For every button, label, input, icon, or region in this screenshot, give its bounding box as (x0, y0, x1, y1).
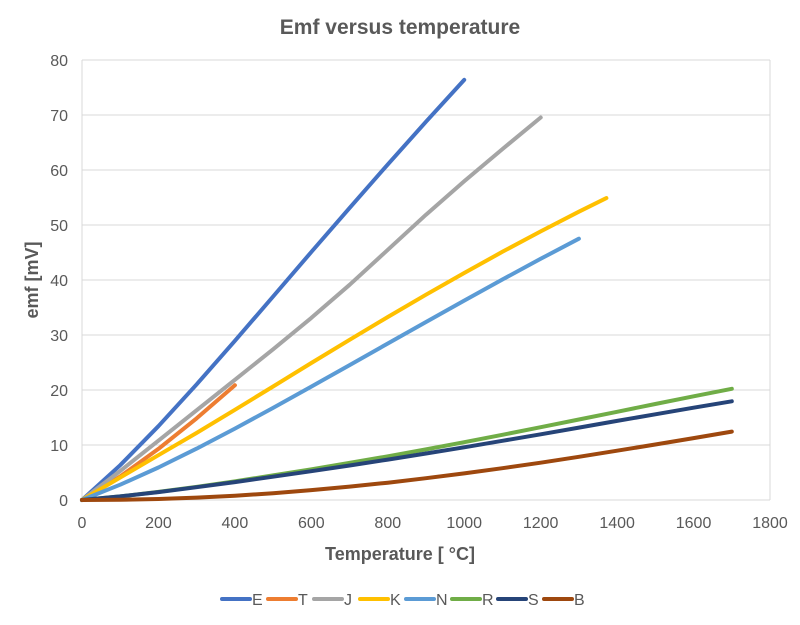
series-line-N (80, 236, 581, 502)
x-tick-label: 0 (78, 515, 87, 532)
y-axis-label: emf [mV] (22, 241, 42, 318)
x-tick-label: 1400 (599, 515, 635, 532)
x-tick-label: 1600 (676, 515, 712, 532)
legend-label-N: N (436, 592, 448, 609)
legend-label-J: J (344, 592, 352, 609)
x-tick-label: 1000 (446, 515, 482, 532)
y-tick-label: 30 (50, 328, 68, 345)
legend-label-K: K (390, 592, 401, 609)
y-tick-label: 70 (50, 108, 68, 125)
y-tick-label: 10 (50, 438, 68, 455)
legend-label-R: R (482, 592, 494, 609)
series-line-K (80, 196, 609, 502)
legend-label-E: E (252, 592, 263, 609)
series-line-S (80, 399, 734, 502)
legend-label-T: T (298, 592, 308, 609)
series-line-E (80, 77, 467, 502)
legend-label-S: S (528, 592, 539, 609)
y-tick-label: 80 (50, 53, 68, 70)
y-tick-label: 40 (50, 273, 68, 290)
x-tick-label: 1800 (752, 515, 788, 532)
x-tick-label: 800 (374, 515, 401, 532)
x-tick-label: 1200 (523, 515, 559, 532)
x-tick-label: 200 (145, 515, 172, 532)
x-axis-label: Temperature [ °C] (325, 544, 475, 564)
chart-title: Emf versus temperature (280, 16, 520, 39)
y-tick-label: 50 (50, 218, 68, 235)
legend-label-B: B (574, 592, 585, 609)
y-tick-label: 20 (50, 383, 68, 400)
x-tick-label: 600 (298, 515, 325, 532)
series-line-J (80, 115, 543, 502)
series-line-B (80, 429, 734, 502)
x-tick-label: 400 (222, 515, 249, 532)
y-tick-label: 60 (50, 163, 68, 180)
y-tick-label: 0 (59, 493, 68, 510)
